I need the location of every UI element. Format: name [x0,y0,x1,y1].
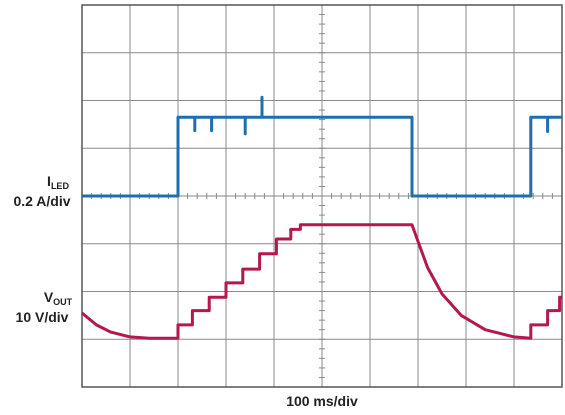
trace-name: V [44,289,54,305]
trace-subscript: OUT [53,297,73,307]
x-axis-label: 100 ms/div [286,393,358,409]
trace-subscript: LED [51,181,70,191]
trace-label: VOUT [44,289,73,307]
trace-scale: 0.2 A/div [13,193,70,209]
trace [82,95,562,198]
trace-label: ILED [47,173,69,191]
trace-scale: 10 V/div [16,309,69,325]
trace-name: I [47,173,51,189]
trace [81,223,562,340]
